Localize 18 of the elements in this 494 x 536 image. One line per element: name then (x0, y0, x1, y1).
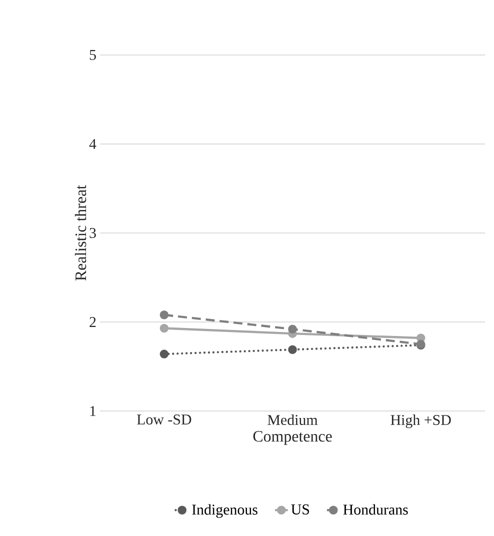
y-tick-label: 3 (90, 228, 96, 238)
y-tick-label: 4 (89, 139, 96, 149)
legend-label: US (291, 504, 310, 514)
point (288, 324, 297, 334)
point (160, 324, 169, 333)
point (288, 345, 297, 354)
point (160, 350, 169, 358)
legend-label: Hondurans (343, 504, 408, 515)
x-tick-label: Medium (268, 414, 318, 426)
y-tick-label: 1 (90, 406, 96, 416)
y-tick-label: 2 (90, 317, 96, 327)
y-axis-title: Realistic threat (74, 185, 86, 281)
legend-label: Indigenous (192, 504, 258, 518)
x-axis-title: Competence (253, 430, 332, 445)
point (160, 310, 169, 320)
y-tick-label: 5 (90, 50, 96, 60)
x-tick-label: Low -SD (137, 414, 192, 425)
x-tick-label: High +SD (390, 414, 451, 428)
